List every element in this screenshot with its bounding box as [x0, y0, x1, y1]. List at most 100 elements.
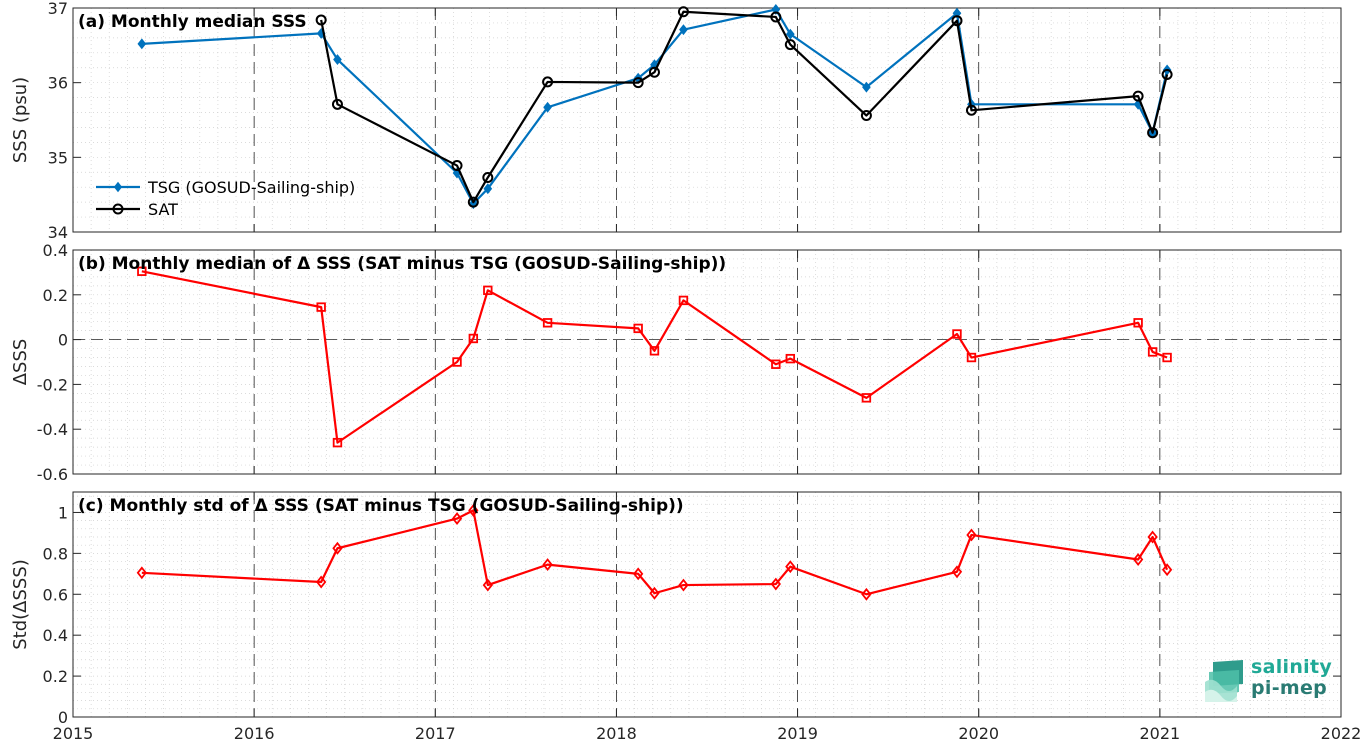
data-point — [678, 295, 689, 306]
legend-marker — [113, 181, 123, 193]
data-point — [771, 4, 781, 15]
data-point — [542, 76, 554, 88]
grid — [73, 249, 1341, 475]
x-tick-label: 2017 — [415, 724, 456, 743]
panel-a: 34 35 36 37 SSS (psu) (a) Monthly median SSS T… — [10, 0, 1342, 242]
data-point — [632, 77, 644, 89]
data-point — [316, 575, 327, 589]
data-point — [543, 101, 552, 113]
data-point — [951, 15, 963, 27]
data-point — [966, 352, 977, 363]
series-0 — [136, 503, 1173, 601]
data-point — [1132, 90, 1144, 102]
data-point — [137, 38, 147, 50]
data-point — [678, 578, 689, 592]
x-tick-label: 2021 — [1139, 724, 1180, 743]
data-point — [137, 266, 147, 276]
salinity-pi-mep-logo: salinity pi-mep — [1203, 656, 1338, 704]
data-point — [316, 302, 326, 312]
y-axis-label: SSS (psu) — [10, 77, 31, 163]
y-tick-label: 0.8 — [43, 544, 68, 563]
data-point — [332, 437, 343, 448]
data-point — [677, 6, 689, 18]
data-point — [333, 54, 342, 65]
series-line — [141, 8, 1169, 205]
data-point — [332, 541, 343, 555]
y-tick-label: 36 — [48, 74, 68, 93]
data-point — [649, 346, 660, 356]
logo-word-pi-mep: pi-mep — [1251, 677, 1328, 699]
data-point — [1147, 347, 1158, 357]
axes-box — [72, 7, 1342, 233]
data-point — [452, 357, 462, 367]
data-point — [860, 110, 872, 122]
data-point — [648, 66, 660, 78]
data-point — [952, 7, 962, 19]
data-point — [966, 528, 977, 542]
y-tick-label: 0 — [58, 708, 68, 727]
data-point — [679, 24, 688, 36]
data-point — [951, 565, 963, 579]
y-tick-label: 0 — [58, 331, 68, 350]
data-point — [785, 28, 795, 40]
data-point — [785, 560, 796, 574]
data-point — [861, 587, 872, 601]
y-tick-label: -0.2 — [37, 375, 68, 394]
data-point — [315, 14, 327, 26]
data-point — [542, 558, 553, 572]
data-point — [784, 39, 796, 51]
grid — [73, 492, 1341, 718]
panel-title: (a) Monthly median SSS — [78, 12, 307, 32]
data-point — [468, 503, 479, 517]
data-point — [1133, 318, 1143, 328]
y-axis-label: Std(ΔSSS) — [10, 559, 31, 650]
data-point — [862, 81, 871, 93]
data-point — [136, 566, 147, 580]
data-point — [965, 104, 977, 116]
data-point — [451, 512, 463, 526]
legend-label: SAT — [148, 200, 178, 219]
legend: TSG (GOSUD-Sailing-ship) SAT — [96, 178, 355, 219]
data-point — [468, 333, 479, 344]
x-tick-label: 2015 — [53, 724, 94, 743]
y-tick-label: -0.4 — [37, 420, 68, 439]
y-tick-label: 35 — [48, 148, 68, 167]
data-point — [1147, 530, 1158, 544]
data-point — [650, 59, 659, 71]
x-tick-label: 2020 — [958, 724, 999, 743]
data-point — [467, 196, 479, 208]
panel-title: (b) Monthly median of Δ SSS (SAT minus T… — [78, 254, 726, 274]
data-point — [952, 329, 962, 339]
data-point — [1161, 68, 1173, 80]
y-tick-label: -0.6 — [37, 465, 68, 484]
axes-box — [72, 491, 1342, 718]
series-0 — [137, 266, 1172, 448]
logo-waves-icon — [1205, 660, 1243, 702]
data-point — [1161, 563, 1173, 577]
data-point — [861, 393, 872, 403]
y-tick-label: 0.4 — [43, 241, 68, 260]
panel-b: -0.6 -0.4 -0.2 0 0.2 0.4 ΔSSS (b) Monthly media… — [10, 241, 1342, 484]
data-point — [542, 318, 553, 328]
logo-word-salinity: salinity — [1251, 656, 1333, 678]
data-point — [785, 353, 796, 364]
x-tick-label: 2016 — [234, 724, 275, 743]
data-point — [483, 183, 493, 195]
y-tick-label: 1 — [58, 503, 68, 522]
x-tick-label: 2022 — [1321, 724, 1362, 743]
data-point — [331, 98, 343, 110]
x-tick-label: 2018 — [596, 724, 637, 743]
panel-c: 0 0.2 0.4 0.6 0.8 1 2015 2016 2017 2018 2019 2020 20… — [10, 491, 1362, 743]
series-line — [320, 10, 1169, 204]
data-point — [633, 567, 644, 581]
data-point — [1132, 553, 1144, 566]
data-point — [771, 359, 781, 369]
y-axis-label: ΔSSS — [10, 339, 31, 386]
grid — [73, 7, 1341, 233]
data-point — [1162, 352, 1172, 363]
data-point — [482, 578, 493, 592]
x-tick-label: 2019 — [777, 724, 818, 743]
series-line — [141, 509, 1169, 596]
y-tick-label: 34 — [48, 223, 68, 242]
